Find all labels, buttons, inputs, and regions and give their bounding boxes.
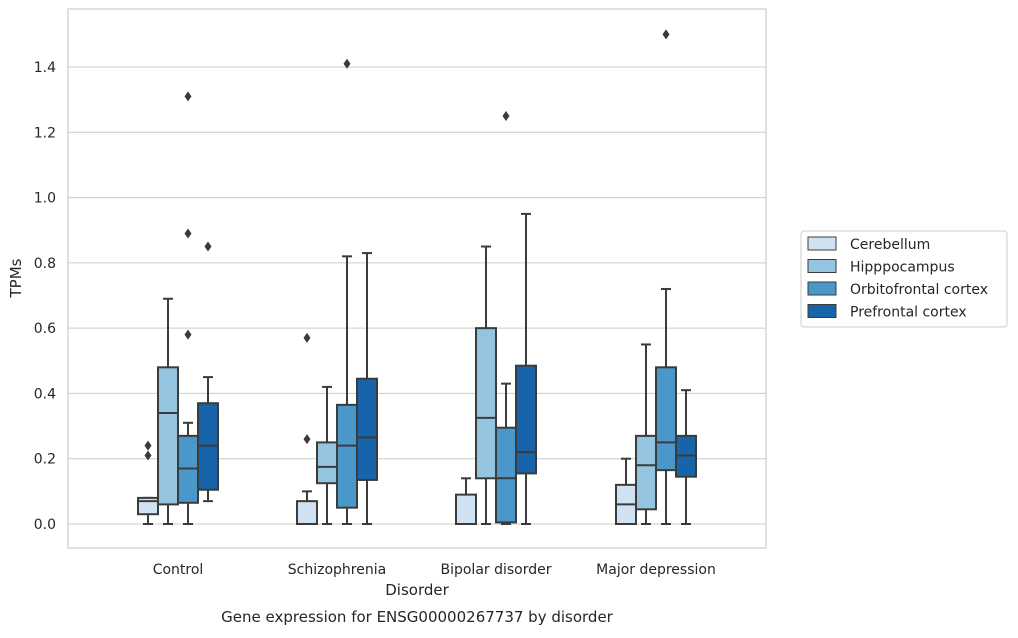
box-plot <box>137 440 159 525</box>
box-plot <box>177 91 199 525</box>
box-plot <box>515 212 537 525</box>
legend-label: Hipppocampus <box>850 260 955 276</box>
box <box>296 500 318 525</box>
box <box>336 403 358 509</box>
outlier-point <box>144 440 152 451</box>
outlier-point <box>184 91 192 102</box>
box-plot <box>455 477 477 525</box>
box <box>635 434 657 511</box>
chart-caption: Gene expression for ENSG00000267737 by d… <box>221 608 614 626</box>
outlier-point <box>662 29 670 40</box>
box-plot <box>356 252 378 525</box>
y-tick-label: 1.2 <box>34 125 56 141</box>
box <box>356 377 378 481</box>
box <box>316 441 338 485</box>
legend-label: Prefrontal cortex <box>850 305 967 321</box>
outlier-point <box>184 329 192 340</box>
x-tick-label: Schizophrenia <box>288 562 386 578</box>
box <box>495 426 517 524</box>
y-tick-label: 0.0 <box>34 517 56 533</box>
box-plot <box>495 110 517 525</box>
box-plot <box>655 29 677 525</box>
outlier-point <box>343 58 351 69</box>
box <box>515 364 537 475</box>
outlier-point <box>184 228 192 239</box>
plot-frame <box>67 8 767 549</box>
x-axis-label: Disorder <box>385 581 449 599</box>
legend-frame <box>800 230 1008 328</box>
box <box>455 493 477 525</box>
y-axis-label: TPMs <box>7 258 25 298</box>
x-tick-label: Bipolar disorder <box>440 562 551 578</box>
y-tick-labels: 0.0 0.2 0.4 0.6 0.8 1.0 1.2 1.4 <box>34 60 56 533</box>
box <box>157 366 179 506</box>
box-plot <box>157 297 179 525</box>
box-plot <box>615 457 637 526</box>
legend-swatch <box>807 281 837 296</box>
outlier-point <box>303 434 311 445</box>
box <box>475 327 497 480</box>
box-plot <box>197 241 219 503</box>
box-plot <box>635 343 657 525</box>
legend-swatch <box>807 259 837 273</box>
y-tick-label: 0.4 <box>34 386 56 402</box>
y-tick-label: 0.2 <box>34 452 56 468</box>
legend-label: Orbitofrontal cortex <box>850 282 988 298</box>
outlier-point <box>144 450 152 461</box>
box-plot <box>675 389 697 525</box>
outlier-point <box>303 332 311 343</box>
box-plot <box>296 332 318 525</box>
legend-swatch <box>807 304 837 318</box>
x-tick-labels: Control Schizophrenia Bipolar disorder Majo… <box>153 562 716 578</box>
box-plot <box>336 58 358 525</box>
y-tick-label: 1.0 <box>34 191 56 207</box>
outlier-point <box>204 241 212 252</box>
legend-swatch <box>807 236 837 251</box>
box-plot <box>475 245 497 525</box>
box <box>655 366 677 472</box>
y-tick-label: 1.4 <box>34 60 56 76</box>
y-tick-label: 0.6 <box>34 321 56 337</box>
x-tick-label: Major depression <box>596 562 716 578</box>
box-plot <box>316 385 338 525</box>
x-tick-label: Control <box>153 562 204 578</box>
y-tick-label: 0.8 <box>34 256 56 272</box>
legend: Cerebellum Hipppocampus Orbitofrontal cort… <box>800 230 1008 328</box>
legend-label: Cerebellum <box>850 237 930 253</box>
outlier-point <box>502 110 510 121</box>
box-plots <box>137 29 697 526</box>
